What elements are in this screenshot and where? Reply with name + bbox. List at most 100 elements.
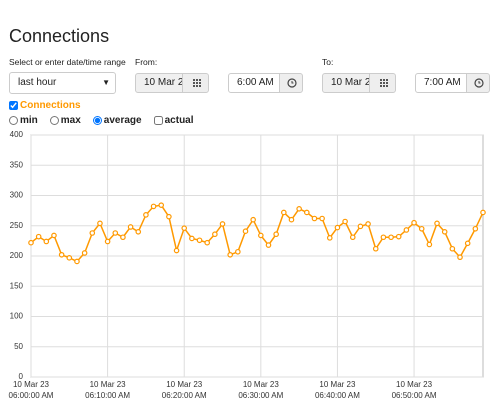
data-point bbox=[189, 235, 195, 242]
data-point bbox=[441, 229, 448, 235]
data-point bbox=[418, 225, 425, 232]
radio[interactable] bbox=[49, 116, 59, 125]
radio-label: min bbox=[20, 115, 38, 126]
data-point bbox=[89, 230, 96, 236]
data-point bbox=[388, 234, 394, 241]
data-point bbox=[303, 209, 310, 216]
data-point bbox=[472, 225, 479, 232]
data-point bbox=[227, 251, 233, 258]
radio-option[interactable]: min bbox=[9, 115, 38, 126]
data-point bbox=[43, 238, 50, 245]
data-point bbox=[349, 234, 356, 241]
data-point bbox=[212, 231, 218, 238]
checkbox-label: actual bbox=[164, 115, 194, 126]
data-point bbox=[204, 239, 211, 246]
data-point bbox=[365, 221, 371, 227]
data-point bbox=[403, 227, 410, 233]
to-date[interactable]: 10 Mar 2 bbox=[322, 73, 370, 93]
data-point bbox=[372, 245, 379, 252]
radio[interactable] bbox=[9, 116, 18, 125]
x-tick-label: 10 Mar 23 06:10:00 AM bbox=[85, 380, 131, 400]
radio-option[interactable]: max bbox=[49, 115, 81, 126]
x-tick-label: 10 Mar 23 06:40:00 AM bbox=[314, 380, 360, 400]
data-point bbox=[112, 230, 119, 236]
series-toggle: Connections bbox=[9, 100, 81, 111]
series-toggle-label: Connections bbox=[20, 100, 81, 111]
y-tick-label: 250 bbox=[10, 221, 24, 230]
data-point bbox=[296, 206, 302, 212]
calendar-button[interactable] bbox=[369, 73, 396, 93]
y-tick-label: 100 bbox=[10, 312, 24, 321]
radio[interactable] bbox=[92, 116, 102, 125]
data-point bbox=[242, 228, 249, 234]
data-point bbox=[281, 209, 287, 216]
data-point bbox=[342, 218, 348, 225]
checkbox-option[interactable]: actual bbox=[153, 115, 194, 126]
data-point bbox=[181, 225, 188, 231]
data-point bbox=[411, 219, 417, 226]
data-point bbox=[219, 221, 226, 227]
y-tick-label: 150 bbox=[10, 281, 24, 290]
data-point bbox=[173, 247, 180, 254]
to-label: To: bbox=[322, 57, 334, 67]
clock-button[interactable] bbox=[466, 73, 490, 93]
data-point bbox=[143, 212, 149, 218]
y-tick-label: 300 bbox=[10, 191, 24, 200]
data-point bbox=[135, 229, 142, 235]
x-tick-label: 10 Mar 23 06:50:00 AM bbox=[391, 380, 437, 400]
data-point bbox=[357, 223, 364, 230]
data-point bbox=[311, 215, 318, 222]
radio-option[interactable]: average bbox=[92, 115, 142, 126]
data-point bbox=[81, 250, 88, 256]
to-time[interactable]: 7:00 AM bbox=[415, 73, 467, 93]
x-tick-label: 10 Mar 23 06:00:00 AM bbox=[8, 380, 54, 400]
calendar-icon bbox=[380, 79, 388, 87]
from-label: From: bbox=[135, 57, 158, 67]
data-point bbox=[66, 255, 73, 261]
data-point bbox=[426, 241, 433, 248]
data-point bbox=[51, 232, 57, 239]
calendar-icon bbox=[193, 79, 201, 87]
x-tick-label: 10 Mar 23 06:20:00 AM bbox=[161, 380, 207, 400]
y-tick-label: 50 bbox=[14, 342, 23, 351]
clock-icon bbox=[287, 78, 297, 88]
data-point bbox=[288, 216, 295, 223]
data-point bbox=[127, 224, 134, 230]
from-time[interactable]: 6:00 AM bbox=[228, 73, 280, 93]
dropdown-arrow: ▼ bbox=[102, 78, 110, 87]
data-point bbox=[464, 240, 471, 247]
data-point bbox=[28, 239, 34, 246]
clock-button[interactable] bbox=[279, 73, 303, 93]
data-point bbox=[235, 248, 241, 255]
data-point bbox=[273, 231, 279, 238]
data-point bbox=[326, 235, 333, 241]
data-point bbox=[104, 238, 111, 245]
range-select[interactable]: last hour ▼ bbox=[9, 72, 116, 94]
data-point bbox=[120, 234, 126, 241]
series-checkbox[interactable] bbox=[9, 101, 18, 110]
data-point bbox=[74, 258, 80, 265]
data-point bbox=[196, 237, 203, 244]
data-point bbox=[265, 242, 272, 248]
data-point bbox=[250, 216, 256, 223]
y-tick-label: 350 bbox=[10, 160, 24, 169]
data-point bbox=[97, 220, 103, 227]
aggregation-options: min max average actual bbox=[9, 115, 194, 126]
x-tick-label: 10 Mar 23 06:30:00 AM bbox=[238, 380, 284, 400]
data-point bbox=[166, 213, 172, 220]
y-tick-label: 400 bbox=[10, 130, 24, 139]
checkbox[interactable] bbox=[153, 116, 163, 125]
y-tick-label: 0 bbox=[19, 372, 24, 381]
radio-label: max bbox=[60, 115, 81, 126]
data-point bbox=[158, 202, 165, 208]
data-point bbox=[58, 251, 65, 258]
calendar-button[interactable] bbox=[182, 73, 209, 93]
clock-icon bbox=[474, 78, 484, 88]
data-point bbox=[480, 209, 486, 216]
data-point bbox=[258, 232, 264, 239]
from-date[interactable]: 10 Mar 2 bbox=[135, 73, 183, 93]
y-tick-label: 200 bbox=[10, 251, 24, 260]
data-point bbox=[449, 245, 456, 252]
